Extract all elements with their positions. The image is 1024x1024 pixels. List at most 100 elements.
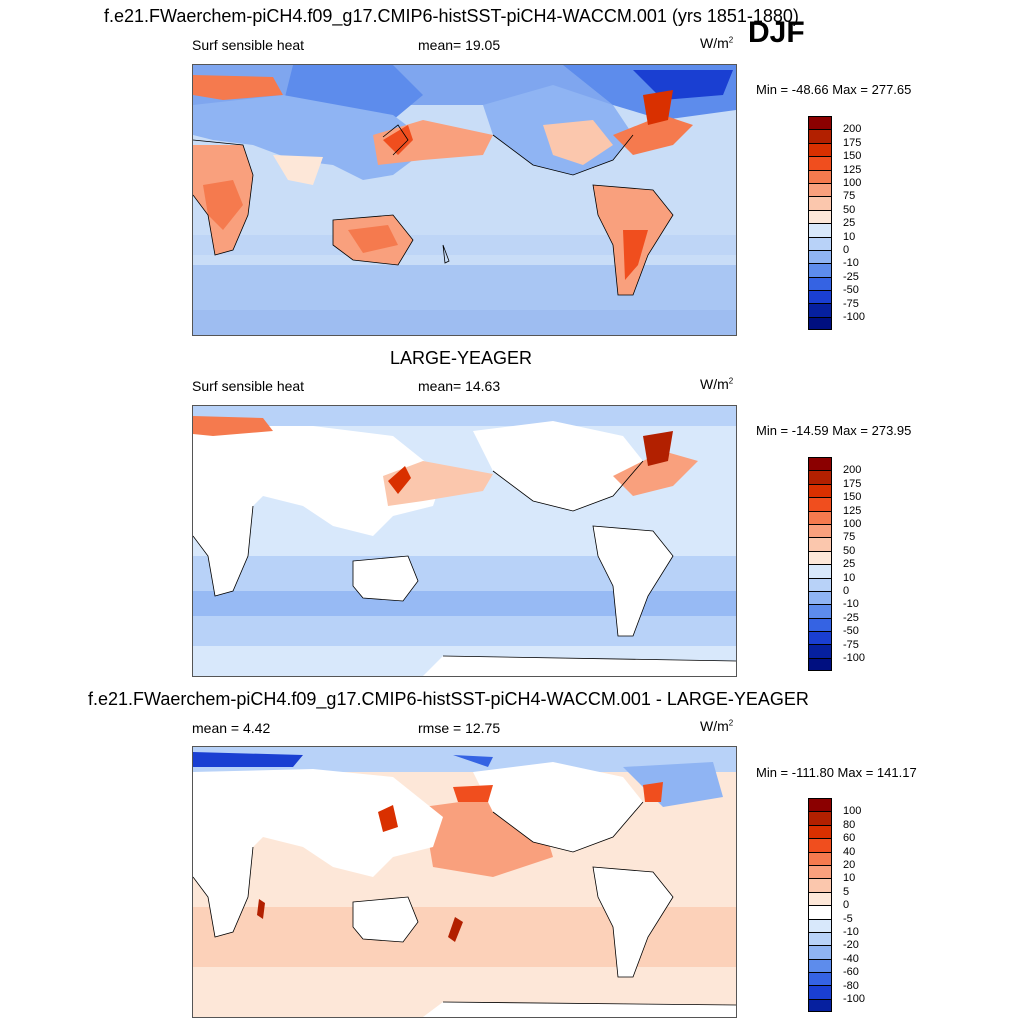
colorbar-tick-label: 200 (843, 464, 862, 477)
colorbar-tick-label: 100 (843, 805, 862, 818)
colorbar-tick-label: 10 (843, 230, 856, 243)
panel3-mean-label: mean = 4.42 (192, 720, 271, 736)
colorbar-swatch (808, 223, 832, 237)
panel3-map (192, 746, 737, 1018)
colorbar-tick-label: 100 (843, 177, 862, 189)
colorbar-swatch (808, 838, 832, 852)
panel3-colorbar-boxes (808, 798, 832, 1013)
colorbar-swatch (808, 263, 832, 277)
colorbar-tick-label: -25 (843, 611, 859, 624)
colorbar-tick-label: 200 (843, 123, 862, 136)
colorbar-swatch (808, 316, 832, 331)
colorbar-swatch (808, 196, 832, 210)
colorbar-tick-label: -40 (843, 952, 859, 965)
colorbar-swatch (808, 958, 832, 973)
colorbar-swatch (808, 998, 832, 1013)
colorbar-swatch (808, 497, 832, 511)
season-label: DJF (748, 16, 805, 49)
colorbar-swatch (808, 945, 832, 959)
panel1-colorbar-boxes (808, 116, 832, 331)
colorbar-swatch (808, 236, 832, 250)
colorbar-tick-label: -5 (843, 912, 853, 925)
colorbar-tick-label: -60 (843, 966, 859, 979)
colorbar-tick-label: -100 (843, 311, 866, 323)
colorbar-swatch (808, 249, 832, 264)
colorbar-tick-label: 50 (843, 544, 856, 557)
colorbar-tick-label: -75 (843, 297, 859, 310)
colorbar-swatch (808, 590, 832, 605)
colorbar-tick-label: -10 (843, 598, 859, 611)
panel3-colorbar: 100 80 60 40 20 10 5 0 -5 -10 -20 -40 -60 -80 -100 (808, 798, 865, 1013)
panel2-map-svg (193, 406, 736, 676)
colorbar-tick-label: 175 (843, 477, 862, 490)
colorbar-swatch (808, 483, 832, 498)
panel2-minmax: Min = -14.59 Max = 273.95 (756, 423, 912, 438)
colorbar-swatch (808, 918, 832, 932)
panel3-rmse-label: rmse = 12.75 (418, 720, 501, 736)
colorbar-tick-label: 20 (843, 859, 856, 871)
panel1-map-svg (193, 65, 736, 335)
panel2-variable-label: Surf sensible heat (192, 378, 305, 394)
colorbar-swatch (808, 631, 832, 645)
colorbar-tick-label: 40 (843, 845, 856, 858)
panel1-units: W/m2 (700, 35, 734, 51)
panel2-units: W/m2 (700, 376, 734, 392)
colorbar-swatch (808, 169, 832, 183)
colorbar-swatch (808, 550, 832, 565)
colorbar-tick-label: 25 (843, 217, 856, 230)
panel1-minmax: Min = -48.66 Max = 277.65 (756, 82, 912, 97)
panel2-colorbar-boxes (808, 457, 832, 672)
colorbar-swatch (808, 116, 832, 130)
colorbar-swatch (808, 657, 832, 672)
colorbar-swatch (808, 824, 832, 839)
colorbar-tick-label: -100 (843, 993, 866, 1005)
colorbar-swatch (808, 142, 832, 157)
colorbar-tick-label: -50 (843, 284, 859, 297)
colorbar-tick-label: 0 (843, 585, 850, 597)
colorbar-tick-label: 60 (843, 832, 856, 845)
colorbar-tick-label: 75 (843, 531, 856, 544)
colorbar-swatch (808, 537, 832, 551)
colorbar-tick-label: 80 (843, 818, 856, 831)
colorbar-swatch (808, 617, 832, 632)
colorbar-swatch (808, 972, 832, 986)
colorbar-tick-label: 100 (843, 518, 862, 530)
colorbar-tick-label: 10 (843, 571, 856, 584)
panel2-mean-label: mean= 14.63 (418, 378, 501, 394)
colorbar-swatch (808, 644, 832, 658)
colorbar-swatch (808, 604, 832, 618)
colorbar-swatch (808, 564, 832, 578)
colorbar-swatch (808, 470, 832, 484)
colorbar-tick-label: 25 (843, 558, 856, 571)
colorbar-swatch (808, 864, 832, 879)
colorbar-tick-label: 0 (843, 899, 850, 912)
colorbar-swatch (808, 209, 832, 224)
panel2-title: LARGE-YEAGER (390, 348, 533, 368)
colorbar-swatch (808, 577, 832, 591)
panel1-map (192, 64, 737, 336)
colorbar-swatch (808, 129, 832, 143)
colorbar-swatch (808, 878, 832, 892)
colorbar-swatch (808, 811, 832, 825)
colorbar-swatch (808, 798, 832, 812)
colorbar-tick-label: 150 (843, 150, 862, 163)
colorbar-tick-label: 75 (843, 190, 856, 203)
colorbar-tick-label: -75 (843, 638, 859, 651)
colorbar-tick-label: -10 (843, 257, 859, 270)
colorbar-swatch (808, 290, 832, 304)
colorbar-tick-label: 175 (843, 136, 862, 149)
colorbar-swatch (808, 891, 832, 906)
colorbar-swatch (808, 931, 832, 946)
colorbar-tick-label: -25 (843, 270, 859, 283)
panel1-colorbar: 200 175 150 125 100 75 50 25 10 0 -10 -25 -50 -75 -100 (808, 116, 865, 331)
panel3-minmax: Min = -111.80 Max = 141.17 (756, 765, 917, 780)
panel1-mean-label: mean= 19.05 (418, 37, 501, 53)
panel3-map-svg (193, 747, 736, 1017)
colorbar-tick-label: 125 (843, 504, 862, 517)
panel2-map (192, 405, 737, 677)
panel1-title: f.e21.FWaerchem-piCH4.f09_g17.CMIP6-hist… (104, 6, 799, 26)
colorbar-tick-label: 0 (843, 244, 850, 256)
colorbar-swatch (808, 156, 832, 170)
colorbar-swatch (808, 851, 832, 865)
colorbar-tick-label: 50 (843, 203, 856, 216)
